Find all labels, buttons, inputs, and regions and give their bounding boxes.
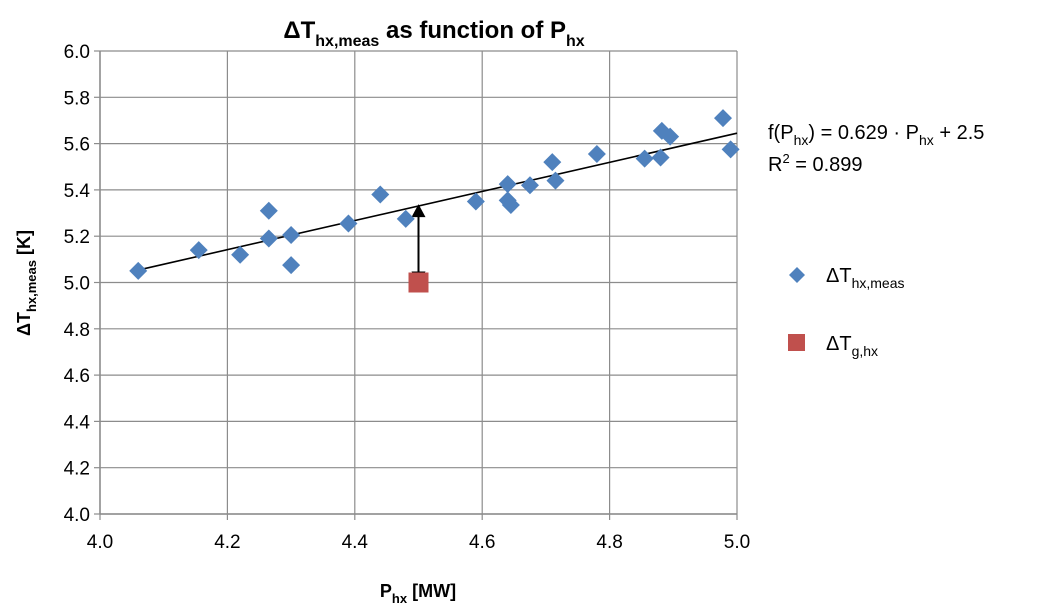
x-tick-label: 4.8 <box>596 532 622 553</box>
data-point-meas <box>520 176 539 195</box>
legend-item-g: ΔTg,hx <box>788 333 878 359</box>
r-squared-label: R2 = 0.899 <box>768 151 863 176</box>
y-tick-label: 4.4 <box>64 412 91 433</box>
y-tick-label: 5.2 <box>64 227 90 248</box>
data-point-meas <box>282 256 301 275</box>
chart-title: ΔThx,meas as function of Phx <box>283 17 584 50</box>
data-point-meas <box>282 226 301 245</box>
data-point-meas <box>721 140 740 159</box>
trendline-equation: f(Phx) = 0.629 · Phx + 2.5 <box>768 122 984 148</box>
legend-marker-square <box>788 334 805 351</box>
data-point-meas <box>546 171 565 190</box>
data-point-meas <box>466 192 485 211</box>
data-point-meas <box>661 127 680 146</box>
data-point-meas <box>498 175 517 194</box>
x-tick-label: 4.0 <box>87 532 113 553</box>
y-tick-label: 6.0 <box>64 42 90 63</box>
legend-marker-diamond <box>789 267 805 283</box>
legend-label-meas: ΔThx,meas <box>826 265 905 291</box>
data-point-meas <box>231 245 250 264</box>
y-tick-label: 5.6 <box>64 135 90 156</box>
legend: ΔThx,meas ΔTg,hx <box>788 265 905 359</box>
y-tick-label: 4.8 <box>64 320 90 341</box>
data-point-meas <box>713 109 732 128</box>
trendline-line <box>138 132 738 271</box>
y-axis-title: ΔThx,meas [K] <box>14 230 39 336</box>
y-tick-label: 4.6 <box>64 366 90 387</box>
data-points <box>129 109 740 293</box>
y-tick-label: 5.8 <box>64 88 90 109</box>
data-point-meas <box>501 195 520 214</box>
arrow-head-up <box>411 204 426 218</box>
trendline <box>138 132 738 271</box>
plot-area <box>94 50 738 520</box>
y-tick-label: 4.0 <box>64 505 90 526</box>
data-point-meas <box>396 209 415 228</box>
data-point-meas <box>587 145 606 164</box>
data-point-meas <box>339 214 358 233</box>
difference-arrow <box>411 204 426 285</box>
legend-label-g: ΔTg,hx <box>826 333 878 359</box>
y-tick-label: 5.4 <box>64 181 91 202</box>
x-axis-title: Phx [MW] <box>380 581 456 606</box>
legend-item-meas: ΔThx,meas <box>789 265 905 291</box>
y-tick-label: 4.2 <box>64 459 90 480</box>
data-point-meas <box>651 148 670 167</box>
x-tick-label: 4.2 <box>214 532 240 553</box>
x-tick-label: 4.6 <box>469 532 495 553</box>
data-point-meas <box>259 229 278 248</box>
data-point-meas <box>371 185 390 204</box>
data-point-meas <box>543 153 562 172</box>
data-point-g <box>408 272 429 293</box>
x-tick-label: 4.4 <box>342 532 369 553</box>
x-tick-label: 5.0 <box>724 532 750 553</box>
data-point-meas <box>635 149 654 168</box>
x-tick-labels: 4.0 4.2 4.4 4.6 4.8 5.0 <box>87 532 750 553</box>
data-point-meas <box>259 201 278 220</box>
y-tick-labels: 4.0 4.2 4.4 4.6 4.8 5.0 5.2 5.4 5.6 5.8 6.0 <box>64 42 91 526</box>
data-point-meas <box>189 241 208 260</box>
data-point-meas <box>129 261 148 280</box>
y-tick-label: 5.0 <box>64 274 90 295</box>
